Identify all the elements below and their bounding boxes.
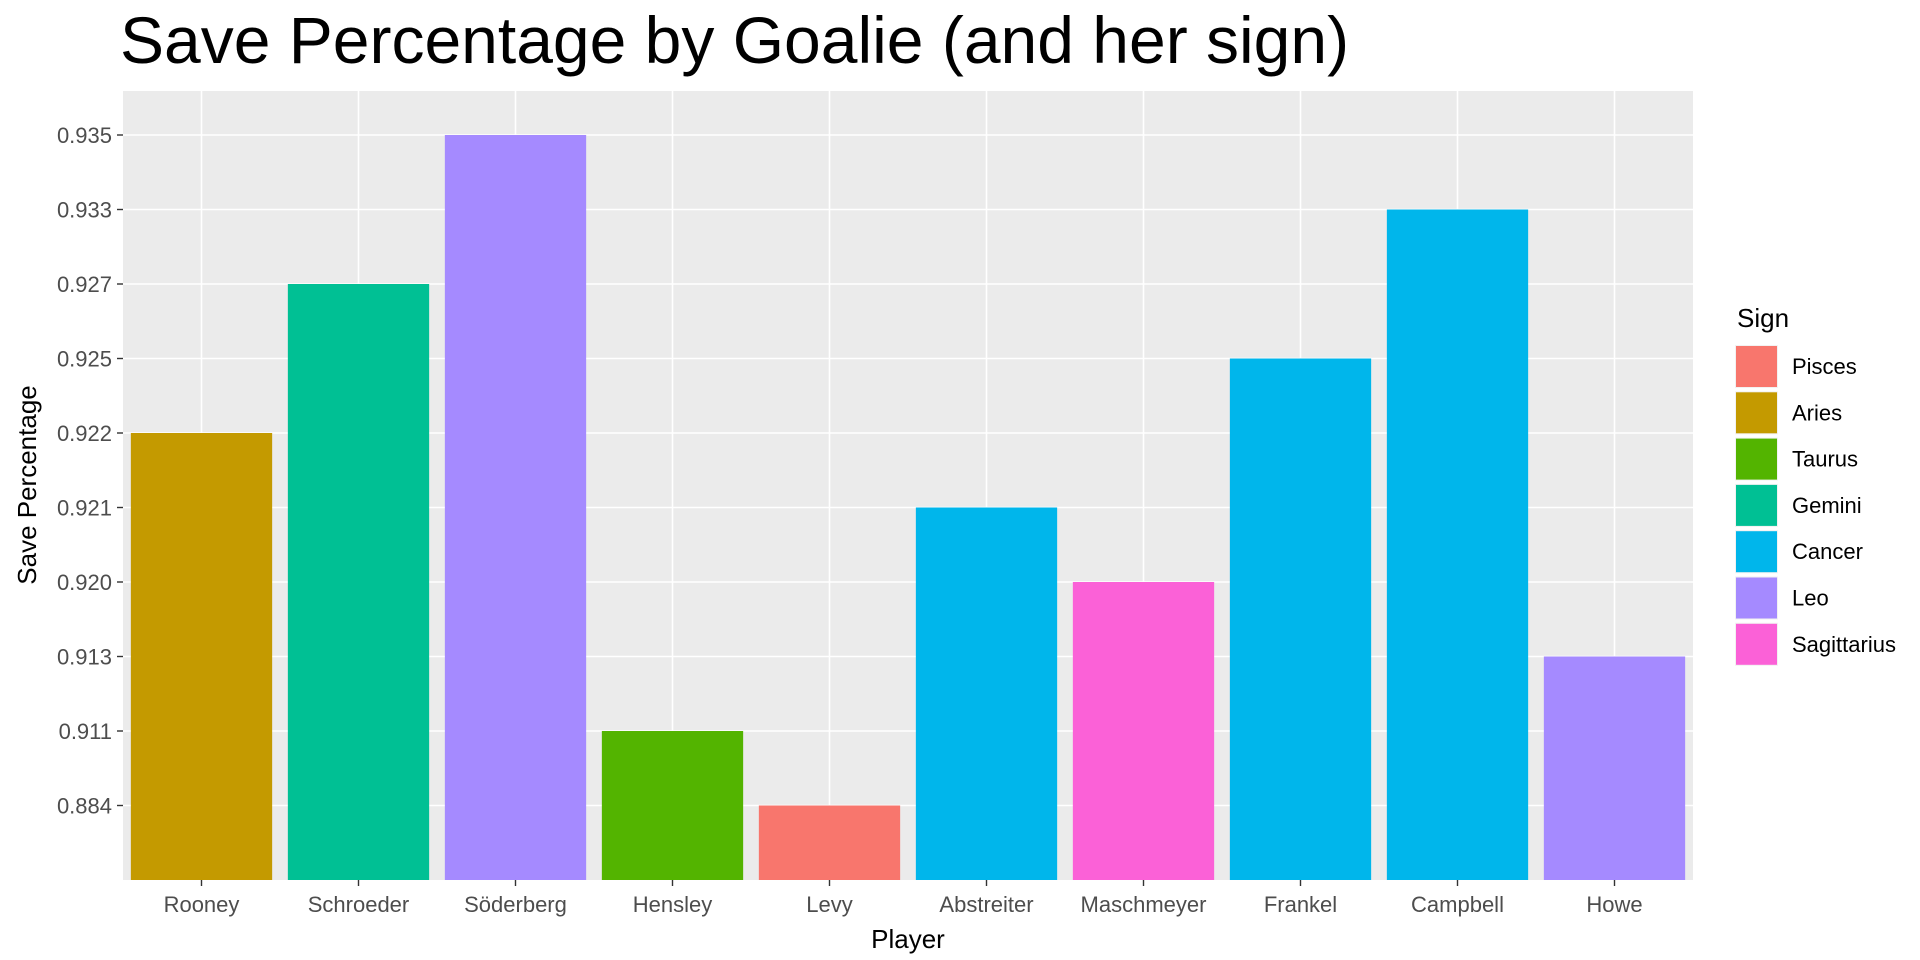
x-axis-title: Player [871,924,945,954]
legend-swatch-gemini [1736,484,1777,526]
bars [130,135,1686,880]
legend-label: Taurus [1792,447,1858,472]
legend-title: Sign [1737,303,1789,333]
bar-campbell [1386,209,1529,880]
y-tick-label: 0.911 [59,719,112,744]
legend-label: Pisces [1792,354,1857,379]
legend-label: Leo [1792,586,1829,611]
bar-maschmeyer [1072,582,1215,880]
legend-label: Gemini [1792,493,1862,518]
legend-swatch-pisces [1736,346,1777,387]
legend-items: Pisces Aries Taurus Gemini Cancer Leo Sagittar… [1735,345,1896,666]
y-tick-label: 0.935 [57,123,112,148]
x-tick-label: Maschmeyer [1081,892,1207,917]
legend-label: Sagittarius [1792,632,1896,657]
y-tick-label: 0.925 [57,347,112,372]
legend-label: Cancer [1792,539,1863,564]
x-tick-label: Söderberg [464,892,567,917]
y-tick-label: 0.920 [57,570,112,595]
legend-swatch-sagittarius [1736,623,1777,665]
legend: Sign Pisces Aries Taurus Gemini Cancer Leo Sag… [1735,303,1896,666]
y-tick-label: 0.927 [57,272,112,297]
bar-schroeder [287,284,430,880]
bar-abstreiter [915,507,1058,880]
y-tick-label: 0.922 [57,421,112,446]
legend-swatch-cancer [1736,531,1777,573]
bar-rooney [130,433,273,880]
x-tick-label: Levy [806,892,852,917]
x-axis-ticks: Rooney Schroeder Söderberg Hensley Levy Abstr… [164,880,1643,917]
legend-label: Aries [1792,400,1842,425]
x-tick-label: Schroeder [308,892,410,917]
chart-title: Save Percentage by Goalie (and her sign) [120,3,1349,77]
legend-swatch-leo [1736,577,1777,619]
bar-howe [1543,656,1686,880]
x-tick-label: Rooney [164,892,240,917]
x-tick-label: Howe [1586,892,1642,917]
bar-frankel [1229,358,1372,880]
y-tick-label: 0.913 [57,645,112,670]
y-axis-title: Save Percentage [12,385,42,584]
x-tick-label: Abstreiter [939,892,1033,917]
y-tick-label: 0.884 [57,794,112,819]
bar-hensley [601,731,744,880]
x-tick-label: Campbell [1411,892,1504,917]
y-tick-label: 0.921 [57,496,112,521]
legend-swatch-taurus [1736,438,1777,480]
y-axis-ticks: 0.884 0.911 0.913 0.920 0.921 0.922 0.925 0.927… [57,123,123,819]
x-tick-label: Frankel [1264,892,1337,917]
x-tick-label: Hensley [633,892,712,917]
y-tick-label: 0.933 [57,198,112,223]
bar-söderberg [444,135,587,880]
legend-swatch-aries [1736,392,1777,434]
bar-levy [758,805,901,880]
